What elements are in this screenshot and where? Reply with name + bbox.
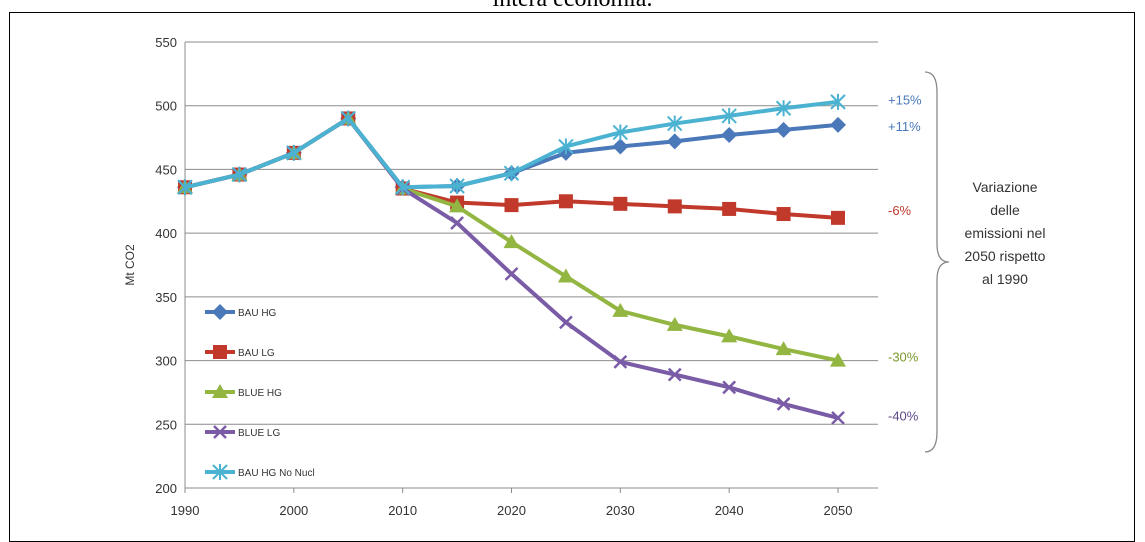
y-tick-label-350: 350 — [155, 290, 177, 305]
y-tick-label-400: 400 — [155, 226, 177, 241]
series-3-point-12 — [831, 411, 845, 425]
series-2-point-8 — [612, 302, 629, 317]
annotation-3: -30% — [888, 350, 919, 365]
legend-marker-0 — [212, 304, 228, 320]
annotation-0: +15% — [888, 92, 922, 107]
series-2-point-10 — [721, 328, 738, 343]
x-tick-label-1990: 1990 — [171, 503, 200, 518]
series-4-point-9 — [667, 115, 683, 132]
series-2-point-5 — [449, 198, 466, 213]
series-2-point-6 — [503, 234, 520, 249]
series-3-point-7-b — [559, 315, 573, 330]
x-tick-label-2040: 2040 — [715, 503, 744, 518]
x-tick-label-2030: 2030 — [606, 503, 635, 518]
brace-note-line-1: delle — [990, 202, 1020, 218]
y-tick-label-450: 450 — [155, 162, 177, 177]
series-0-point-11 — [775, 121, 792, 138]
series-0-point-12 — [830, 116, 846, 133]
legend: BAU HG BAU LG BLUE HG BLUE LG BAU HG No Nucl — [205, 304, 315, 480]
series-1-point-11 — [776, 207, 791, 222]
series-4-point-2 — [286, 144, 302, 161]
y-tick-label-300: 300 — [155, 354, 177, 369]
series-3-point-5 — [450, 216, 464, 230]
series-1-point-9 — [667, 199, 682, 214]
series-1-point-10 — [722, 201, 737, 216]
annotations: +15% +11% -6% -30% -40% — [888, 92, 922, 423]
annotation-1: +11% — [888, 119, 921, 134]
series-1-point-7 — [558, 194, 573, 209]
series-3-point-7 — [559, 315, 573, 330]
series-4-point-4 — [394, 179, 411, 196]
series-group — [177, 93, 846, 425]
series-3-point-5-b — [450, 216, 464, 230]
series-1-point-12 — [831, 210, 845, 225]
series-4-point-8 — [612, 124, 629, 141]
x-tick-label-2010: 2010 — [388, 503, 417, 518]
series-3-point-12-b — [831, 411, 845, 425]
annotation-2: -6% — [888, 203, 912, 218]
series-2-point-7 — [557, 268, 574, 283]
series-2-point-9 — [666, 316, 683, 331]
series-4-point-5 — [449, 177, 465, 194]
series-2-point-11 — [775, 341, 792, 356]
y-tick-label-550: 550 — [155, 35, 177, 50]
series-4-point-11 — [775, 100, 792, 117]
legend-marker-1 — [213, 345, 227, 359]
annotation-4: -40% — [888, 408, 919, 423]
series-4-point-0 — [177, 179, 193, 196]
legend-label-1: BAU LG — [238, 348, 275, 359]
series-3-point-11 — [776, 397, 791, 411]
legend-marker-3-b — [213, 425, 227, 439]
series-0-point-8 — [612, 138, 629, 155]
series-4-point-12 — [830, 93, 846, 110]
series-4-point-1 — [231, 166, 248, 183]
series-4-point-10 — [721, 107, 737, 124]
series-3-point-6 — [504, 267, 519, 281]
series-3-point-8-b — [613, 354, 628, 369]
series-3-point-10-b — [722, 380, 737, 395]
series-3-point-6-b — [504, 267, 519, 281]
legend-marker-3 — [213, 425, 227, 439]
y-tick-label-200: 200 — [155, 481, 177, 496]
brace-note: Variazione delle emissioni nel 2050 rispett… — [924, 71, 1046, 453]
series-4-point-7 — [558, 138, 574, 155]
series-0-point-10 — [721, 127, 738, 144]
x-tick-label-2050: 2050 — [824, 503, 853, 518]
series-1-point-6 — [504, 198, 519, 213]
series-line-3 — [184, 116, 839, 420]
legend-label-0: BAU HG — [238, 308, 277, 319]
brace-shape — [924, 71, 950, 453]
y-tick-label-250: 250 — [155, 417, 177, 432]
x-tick-label-2000: 2000 — [279, 503, 308, 518]
series-3-point-9-b — [667, 367, 682, 382]
series-3-point-11-b — [776, 397, 791, 411]
legend-marker-4 — [212, 464, 228, 480]
series-3-point-9 — [667, 367, 682, 382]
figure-caption: intera economia. — [0, 0, 1145, 13]
series-1-point-8 — [613, 196, 628, 211]
series-3-point-8 — [613, 354, 628, 369]
series-0-point-9 — [666, 133, 683, 150]
y-tick-label-500: 500 — [155, 99, 177, 114]
legend-label-2: BLUE HG — [238, 388, 282, 399]
series-4-point-6 — [503, 165, 520, 182]
series-2-point-12 — [830, 352, 846, 367]
legend-label-4: BAU HG No Nucl — [238, 468, 315, 479]
legend-label-3: BLUE LG — [238, 428, 280, 439]
y-axis-label: Mt CO2 — [123, 244, 137, 286]
brace-note-line-2: emissioni nel — [965, 225, 1046, 241]
axes: 200 250 300 350 400 450 500 550 1990 2000 2010 2020… — [123, 35, 878, 518]
series-4-point-3 — [340, 110, 356, 127]
brace-note-line-0: Variazione — [972, 179, 1037, 195]
x-tick-label-2020: 2020 — [497, 503, 526, 518]
brace-note-line-4: al 1990 — [982, 271, 1028, 287]
series-3-point-10 — [722, 380, 737, 395]
legend-marker-2 — [212, 384, 228, 398]
brace-note-line-3: 2050 rispetto — [965, 248, 1046, 264]
